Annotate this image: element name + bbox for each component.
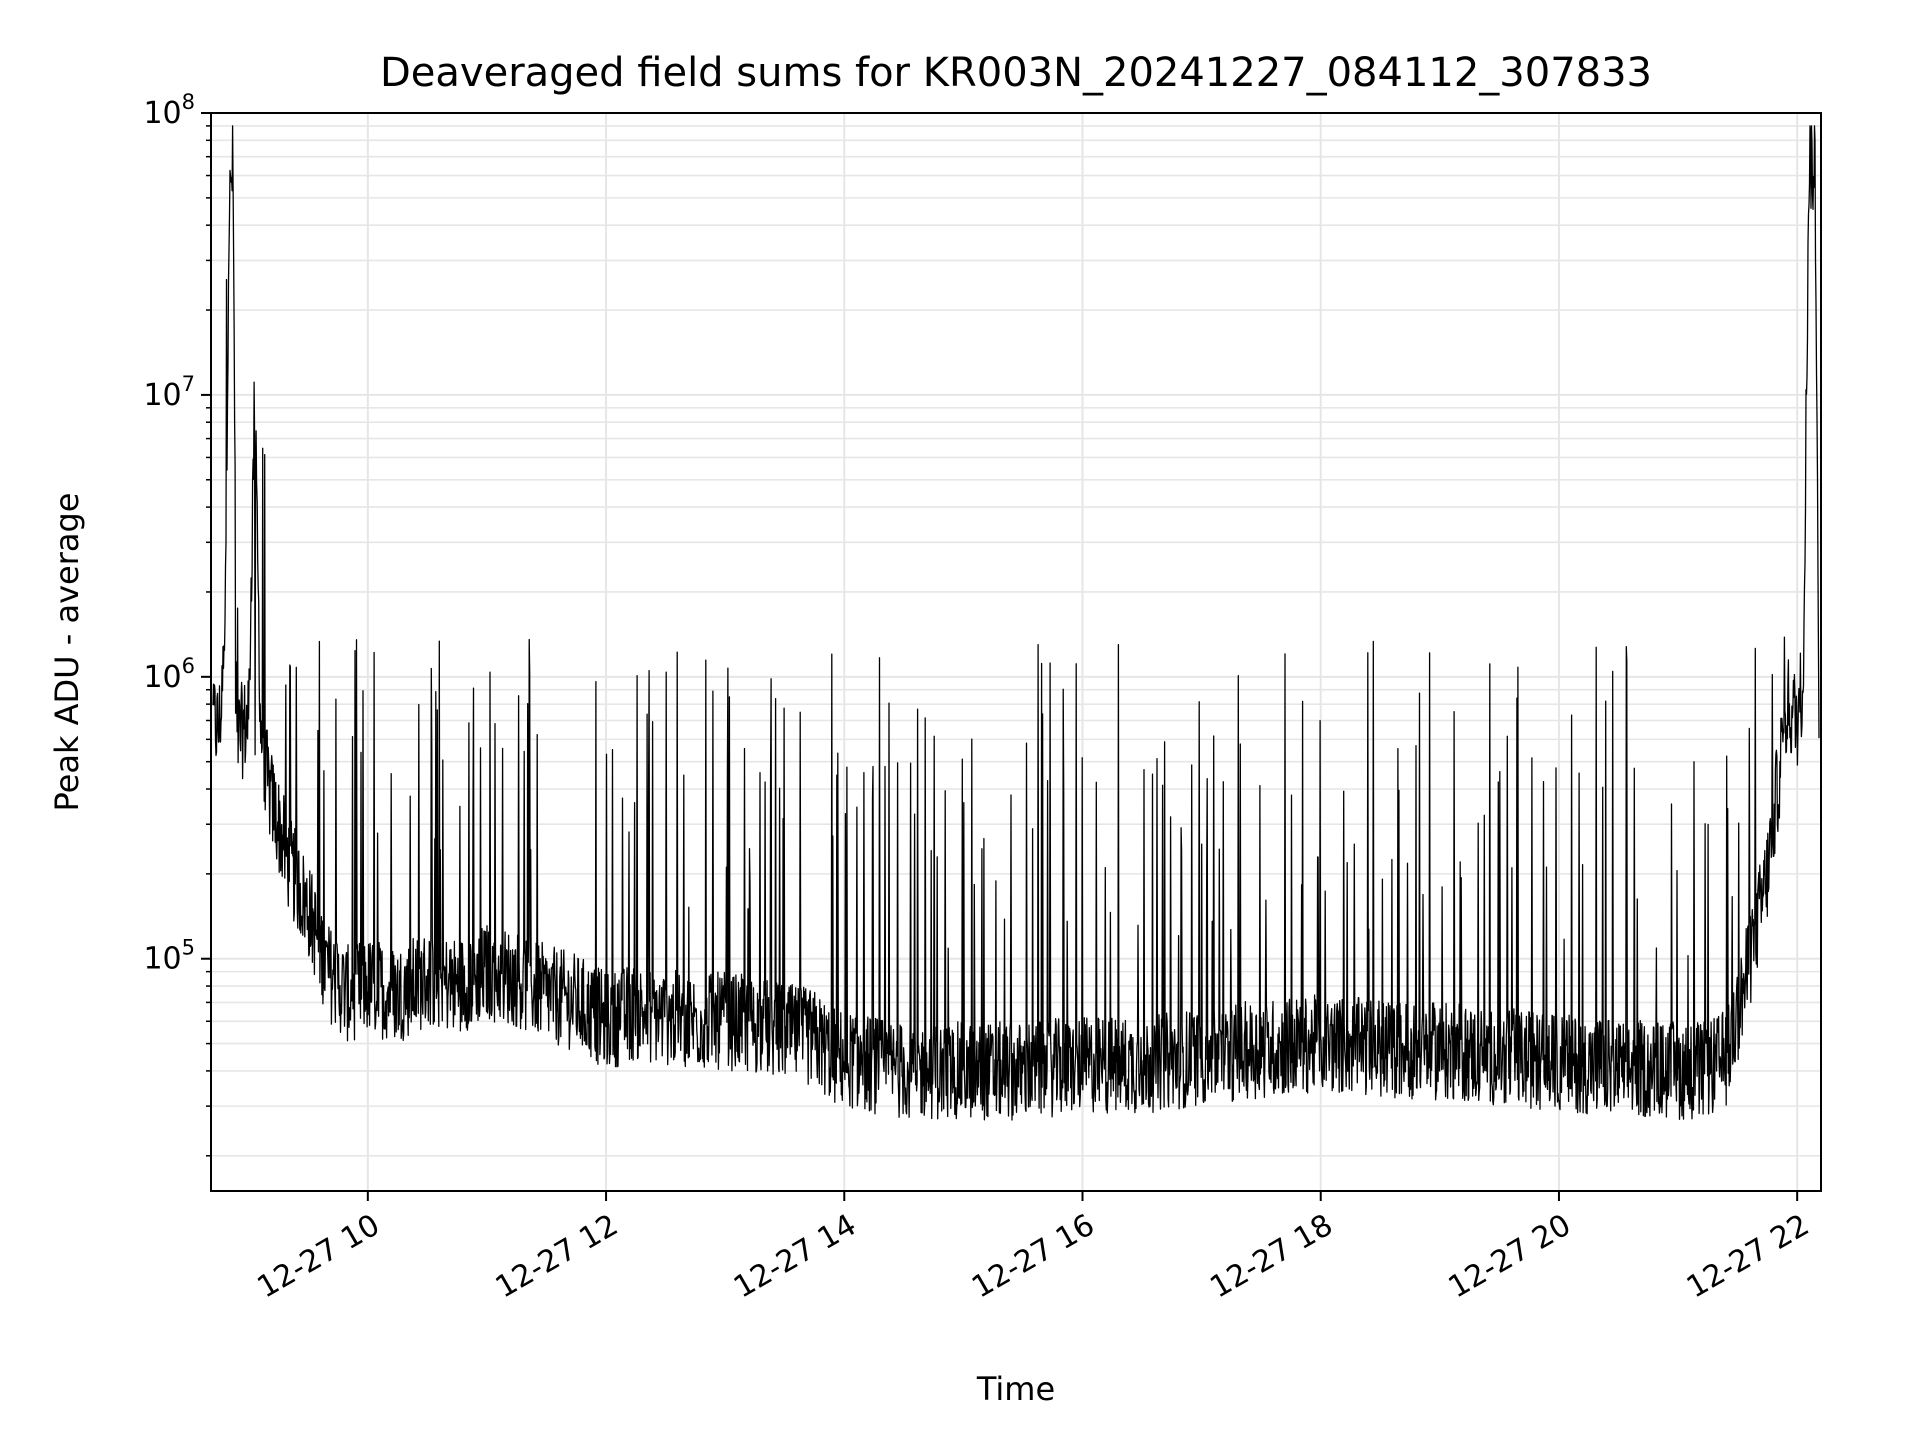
- series-line: [212, 125, 1820, 1121]
- y-axis-label: Peak ADU - average: [48, 493, 86, 812]
- y-tick-label: 106: [143, 654, 195, 695]
- plot-frame: [210, 112, 1822, 1192]
- y-axis: 105 106 107 108: [143, 90, 211, 1157]
- y-tick-label: 105: [143, 936, 195, 977]
- y-tick-label: 108: [143, 90, 195, 131]
- x-axis-label: Time: [976, 1370, 1055, 1408]
- chart-title: Deaveraged field sums for KR003N_2024122…: [380, 50, 1652, 96]
- y-tick-label: 107: [143, 372, 195, 413]
